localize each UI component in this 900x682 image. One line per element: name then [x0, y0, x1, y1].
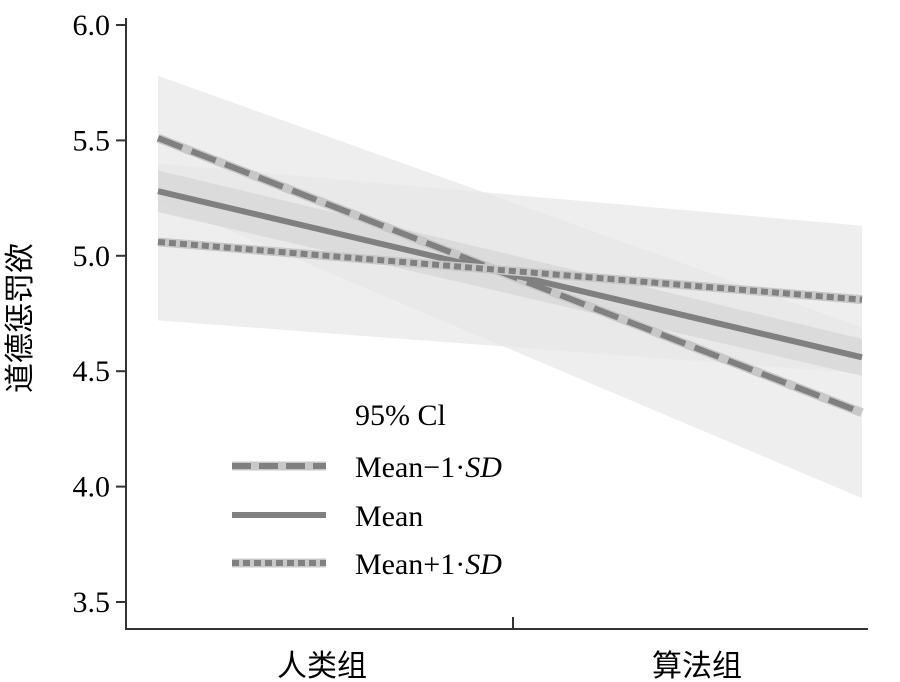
y-tick-label: 5.0 [73, 240, 111, 273]
x-category-label: 算法组 [652, 649, 742, 682]
legend-label: Mean [355, 500, 423, 533]
legend-label: Mean−1·SD [355, 451, 502, 484]
series-line-mean-plus-sd [157, 238, 863, 303]
legend-label: Mean+1·SD [355, 548, 502, 581]
y-tick-label: 6.0 [73, 9, 111, 42]
legend-ci-label: 95% Cl [355, 399, 446, 432]
y-tick-label: 4.5 [73, 355, 111, 388]
y-axis-title: 道德惩罚欲 [3, 243, 38, 393]
axes: 3.5 4.0 4.5 5.0 5.5 6.0 人类组 算法组 [73, 9, 868, 682]
y-tick-label: 5.5 [73, 124, 111, 157]
series-lines [156, 133, 864, 417]
y-tick-label: 3.5 [73, 586, 111, 619]
legend: 95% Cl Mean−1·SD Mean Mean+1·SD [232, 399, 502, 581]
y-tick-label: 4.0 [73, 471, 111, 504]
x-category-label: 人类组 [277, 649, 367, 682]
